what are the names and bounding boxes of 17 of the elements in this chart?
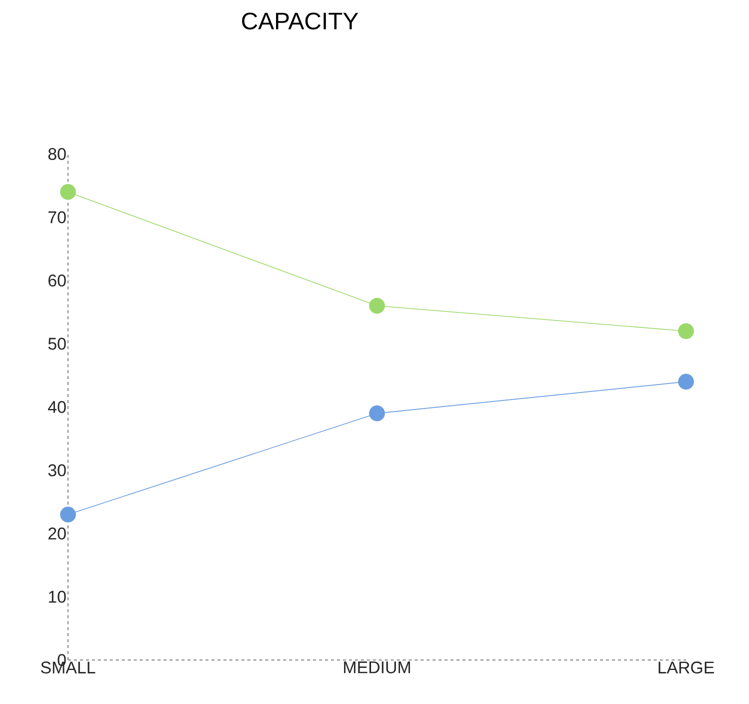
y-tick-label: 30 — [48, 464, 66, 476]
x-tick-label: LARGE — [658, 662, 714, 674]
x-tick-label: MEDIUM — [344, 662, 410, 674]
point — [369, 298, 385, 314]
y-tick-label: 80 — [48, 148, 66, 160]
point — [369, 405, 385, 422]
point — [678, 323, 694, 339]
y-tick-label: 50 — [48, 338, 66, 350]
y-tick-label: 20 — [48, 528, 66, 540]
point — [60, 184, 76, 200]
chart-title: CAPACITY — [242, 12, 358, 30]
y-tick-label: 10 — [48, 590, 66, 603]
y-tick-label: 40 — [48, 401, 66, 414]
y-tick-label: 60 — [48, 274, 66, 287]
point — [60, 506, 76, 522]
y-tick-label: 70 — [48, 211, 66, 224]
point — [678, 374, 694, 390]
